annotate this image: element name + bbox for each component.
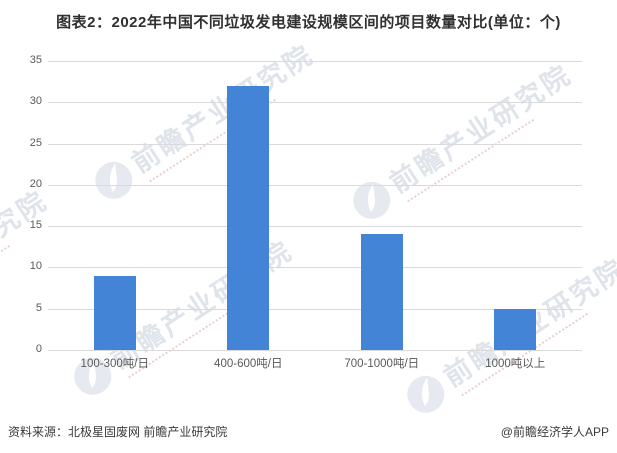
- x-axis-category-label: 700-1000吨/日: [344, 358, 420, 370]
- bar-2: [227, 85, 270, 350]
- bar-3: [360, 234, 403, 350]
- bar-1: [93, 275, 136, 350]
- source-note: 资料来源：北极星固废网 前瞻产业研究院: [8, 425, 228, 439]
- y-axis-tick-label: 35: [29, 54, 42, 66]
- gridline-y35: [48, 61, 582, 62]
- gridline-y25: [48, 143, 582, 145]
- y-axis-tick-label: 20: [29, 177, 42, 190]
- y-axis-tick-label: 15: [29, 219, 42, 232]
- gridline-y15: [48, 226, 582, 228]
- y-axis-tick-label: 10: [29, 260, 42, 273]
- credit-note: @前瞻经济学人APP: [500, 425, 609, 439]
- x-axis-category-label: 400-600吨/日: [214, 358, 283, 370]
- bar-4: [494, 308, 537, 350]
- x-axis-category-label: 1000吨以上: [485, 358, 546, 370]
- y-axis-tick-label: 5: [35, 301, 42, 314]
- chart-title: 图表2：2022年中国不同垃圾发电建设规模区间的项目数量对比(单位：个): [56, 14, 561, 31]
- gridline-y0: [48, 350, 582, 351]
- gridline-y5: [48, 308, 582, 310]
- gridline-y30: [48, 102, 582, 104]
- y-axis-tick-label: 0: [35, 343, 42, 355]
- x-axis-category-label: 100-300吨/日: [80, 358, 149, 370]
- y-axis-tick-label: 30: [29, 95, 42, 108]
- gridline-y20: [48, 184, 582, 186]
- gridline-y10: [48, 267, 582, 269]
- y-axis-tick-label: 25: [29, 136, 42, 149]
